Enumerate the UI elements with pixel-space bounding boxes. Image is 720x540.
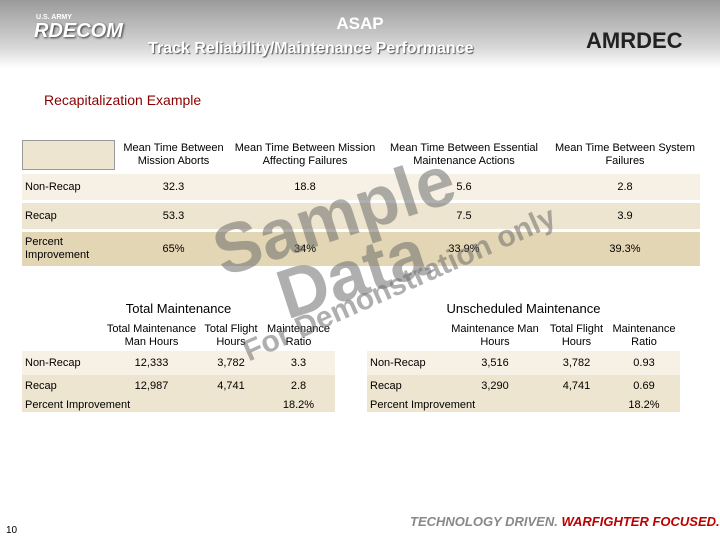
column-header: Maintenance Ratio — [267, 323, 330, 348]
tagline: TECHNOLOGY DRIVEN. WARFIGHTER FOCUSED. — [410, 514, 720, 529]
subtitle: Track Reliability/Maintenance Performanc… — [148, 40, 474, 57]
cell: 2.8 — [262, 375, 335, 398]
cell: 0.69 — [608, 375, 680, 398]
column-header: Total Flight Hours — [204, 323, 258, 348]
logo-right: AMRDEC — [586, 28, 683, 53]
row-label: Percent Improvement — [22, 398, 262, 412]
section-title: Recapitalization Example — [44, 92, 202, 108]
row-label: Non-Recap — [22, 174, 115, 200]
header-band — [0, 0, 720, 68]
cell: 18.2% — [608, 398, 680, 412]
column-header: Mean Time Between System Failures — [554, 142, 695, 167]
cell: 18.8 — [232, 174, 378, 200]
cell: 5.6 — [378, 174, 550, 200]
column-header: Total Flight Hours — [549, 323, 604, 348]
row-label: Recap — [22, 375, 103, 398]
row-label: Percent Improvement — [22, 232, 115, 266]
cell: 3,516 — [445, 351, 545, 375]
page-number: 10 — [6, 525, 18, 536]
cell: 3,782 — [200, 351, 262, 375]
cell: 39.3% — [550, 232, 700, 266]
logo-top: U.S. ARMY — [36, 14, 72, 21]
cell: 65% — [115, 232, 232, 266]
cell: 3.9 — [550, 203, 700, 229]
cell: 12,333 — [103, 351, 200, 375]
cell — [232, 203, 378, 229]
cell: 3,782 — [545, 351, 608, 375]
column-header: Mean Time Between Mission Aborts — [123, 142, 224, 167]
cell: 4,741 — [200, 375, 262, 398]
logo-left: RDECOM — [34, 20, 123, 42]
tagline-2: WARFIGHTER FOCUSED. — [561, 514, 720, 529]
row-label: Non-Recap — [22, 351, 103, 375]
tagline-1: TECHNOLOGY DRIVEN. — [410, 514, 558, 529]
table-title: Total Maintenance — [125, 300, 232, 316]
cell: 0.93 — [608, 351, 680, 375]
column-header: Mean Time Between Essential Maintenance … — [390, 142, 538, 167]
column-header: Maintenance Ratio — [612, 323, 676, 348]
cell: 33.9% — [378, 232, 550, 266]
cell: 2.8 — [550, 174, 700, 200]
row-label: Recap — [367, 375, 445, 398]
cell: 4,741 — [545, 375, 608, 398]
row-label: Non-Recap — [367, 351, 445, 375]
cell: 18.2% — [262, 398, 335, 412]
column-header: Maintenance Man Hours — [451, 323, 539, 348]
header-blank — [22, 140, 115, 170]
cell: 53.3 — [115, 203, 232, 229]
cell: 7.5 — [378, 203, 550, 229]
cell: 3,290 — [445, 375, 545, 398]
cell: 3.3 — [262, 351, 335, 375]
cell: 34% — [232, 232, 378, 266]
column-header: Mean Time Between Mission Affecting Fail… — [234, 142, 376, 167]
cell: 12,987 — [103, 375, 200, 398]
title: ASAP — [336, 14, 384, 33]
row-label: Percent Improvement — [367, 398, 608, 412]
cell: 32.3 — [115, 174, 232, 200]
table-title: Unscheduled Maintenance — [446, 300, 601, 316]
column-header: Total Maintenance Man Hours — [106, 323, 197, 348]
row-label: Recap — [22, 203, 115, 229]
